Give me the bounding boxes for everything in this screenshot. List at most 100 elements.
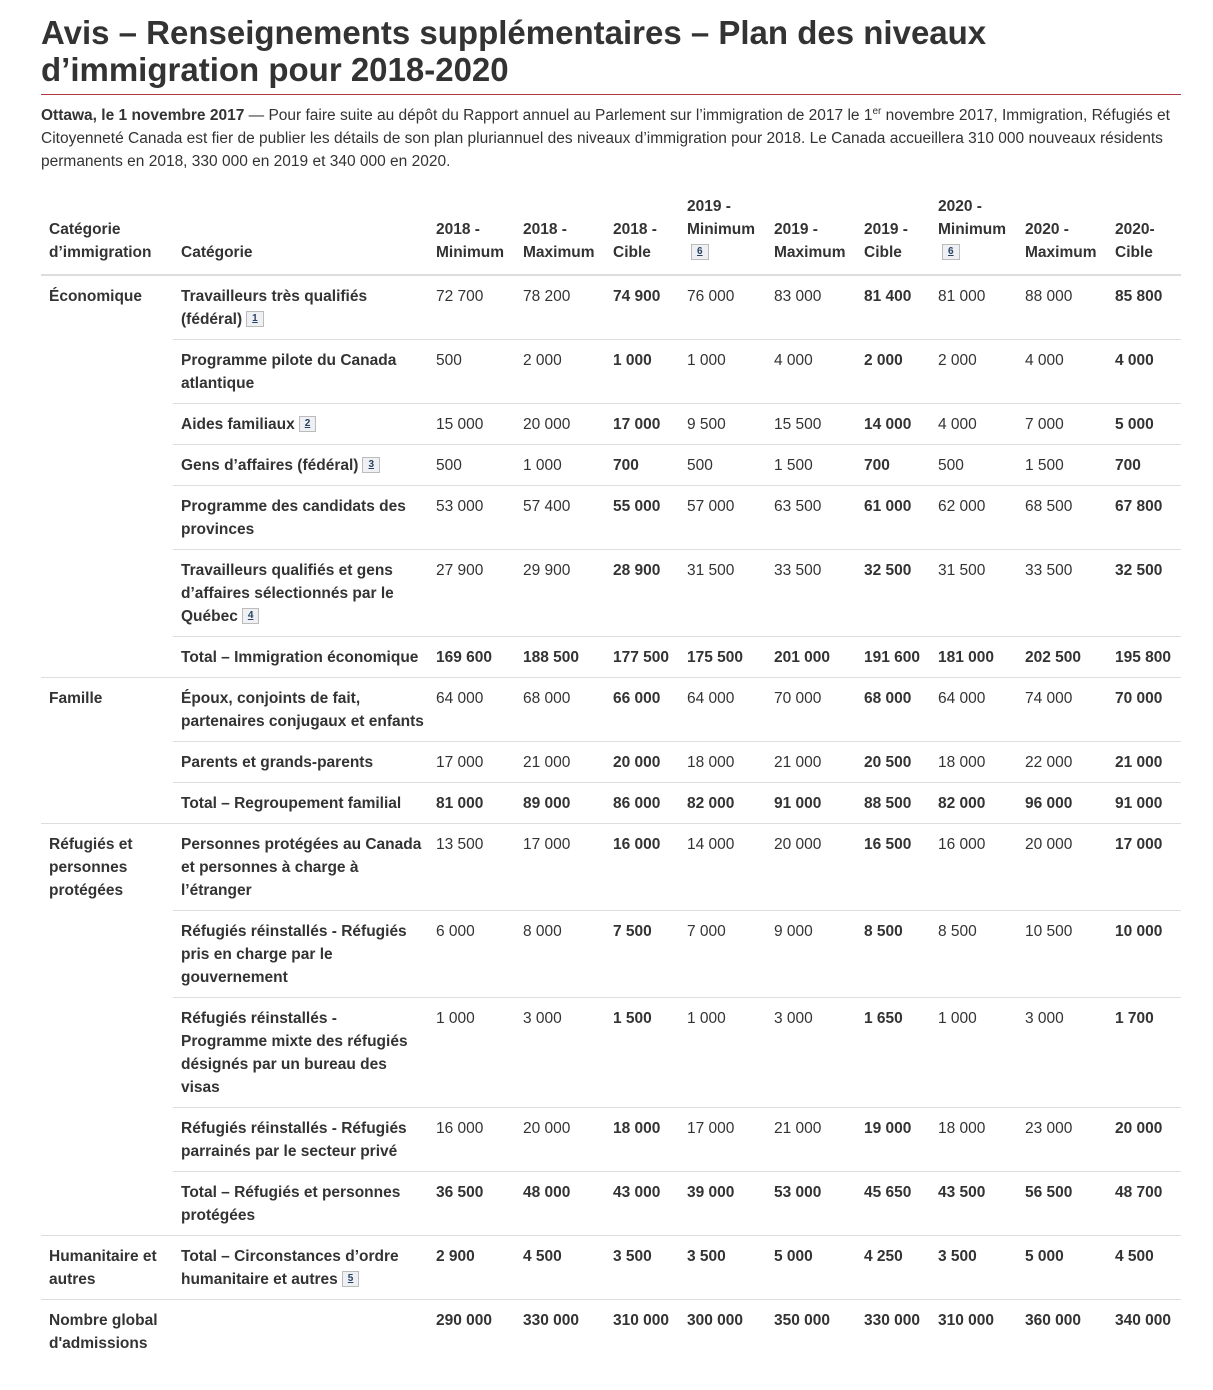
table-row: Total – Immigration économique 169 600 188… [41, 636, 1181, 678]
value-cell: 29 900 [523, 562, 571, 579]
value-cell: 61 000 [864, 498, 912, 515]
header-category: Catégorie [181, 244, 253, 261]
value-cell: 66 000 [613, 690, 661, 707]
row-category-label [173, 1300, 428, 1364]
intro-paragraph: Ottawa, le 1 novembre 2017 — Pour faire … [41, 104, 1181, 173]
value-cell: 20 500 [864, 754, 912, 771]
footnote-2-link[interactable]: 2 [298, 416, 317, 432]
value-cell: 21 000 [1115, 754, 1163, 771]
row-category-label: Travailleurs très qualifiés (fédéral) 1 [173, 275, 428, 340]
value-cell: 88 000 [1025, 288, 1073, 305]
value-cell: 1 700 [1115, 1010, 1154, 1027]
row-category-label: Programme des candidats des provinces [173, 486, 428, 550]
row-category-label: Réfugiés réinstallés - Programme mixte d… [173, 998, 428, 1108]
value-cell: 19 000 [864, 1120, 912, 1137]
value-cell: 20 000 [1025, 836, 1073, 853]
value-cell: 310 000 [938, 1312, 995, 1329]
value-cell: 500 [687, 457, 713, 474]
footnote-6-link[interactable]: 6 [691, 244, 709, 260]
value-cell: 56 500 [1025, 1184, 1073, 1201]
value-cell: 5 000 [774, 1248, 813, 1265]
row-category-label: Époux, conjoints de fait, partenaires co… [173, 678, 428, 742]
value-cell: 81 400 [864, 288, 912, 305]
value-cell: 20 000 [523, 416, 571, 433]
value-cell: 7 500 [613, 923, 652, 940]
row-category-text: Total – Regroupement familial [181, 795, 402, 812]
value-cell: 2 900 [436, 1248, 475, 1265]
value-cell: 16 000 [436, 1120, 484, 1137]
footnote-4-link[interactable]: 4 [241, 608, 260, 624]
value-cell: 31 500 [687, 562, 735, 579]
value-cell: 21 000 [523, 754, 571, 771]
value-cell: 89 000 [523, 795, 571, 812]
intro-dateline: Ottawa, le 1 novembre 2017 [41, 107, 245, 124]
table-row: Humanitaire et autres Total – Circonstanc… [41, 1235, 1181, 1300]
value-cell: 1 000 [687, 1010, 726, 1027]
intro-text-after: novembre 2017, Immigration, Réfugiés et … [41, 107, 1170, 170]
row-category-text: Travailleurs très qualifiés (fédéral) [181, 288, 368, 328]
row-category-label: Personnes protégées au Canada et personn… [173, 824, 428, 911]
value-cell: 500 [938, 457, 964, 474]
value-cell: 64 000 [938, 690, 986, 707]
row-category-label: Parents et grands-parents [173, 742, 428, 783]
row-category-text: Parents et grands-parents [181, 754, 374, 771]
value-cell: 181 000 [938, 649, 995, 666]
value-cell: 21 000 [774, 1120, 822, 1137]
value-cell: 17 000 [523, 836, 571, 853]
value-cell: 4 250 [864, 1248, 903, 1265]
group-humanitarian: Humanitaire et autres [49, 1248, 157, 1288]
value-cell: 195 800 [1115, 649, 1172, 666]
value-cell: 4 500 [523, 1248, 562, 1265]
value-cell: 310 000 [613, 1312, 670, 1329]
value-cell: 33 500 [1025, 562, 1073, 579]
value-cell: 3 500 [687, 1248, 726, 1265]
value-cell: 33 500 [774, 562, 822, 579]
value-cell: 6 000 [436, 923, 475, 940]
header-immigration-category: Catégorie d’immigration [49, 221, 152, 261]
value-cell: 17 000 [687, 1120, 735, 1137]
header-2018-target: 2018 - Cible [613, 221, 657, 261]
value-cell: 78 200 [523, 288, 571, 305]
value-cell: 4 000 [1025, 352, 1064, 369]
value-cell: 8 500 [938, 923, 977, 940]
value-cell: 67 800 [1115, 498, 1163, 515]
value-cell: 1 500 [613, 1010, 652, 1027]
value-cell: 8 000 [523, 923, 562, 940]
value-cell: 76 000 [687, 288, 735, 305]
row-category-text: Programme pilote du Canada atlantique [181, 352, 397, 392]
value-cell: 700 [613, 457, 639, 474]
value-cell: 500 [436, 457, 462, 474]
table-row: Travailleurs qualifiés et gens d’affaire… [41, 549, 1181, 637]
value-cell: 32 500 [1115, 562, 1163, 579]
value-cell: 16 000 [613, 836, 661, 853]
table-row: Programme des candidats des provinces 53 … [41, 485, 1181, 550]
row-category-label: Réfugiés réinstallés - Réfugiés parrainé… [173, 1108, 428, 1172]
table-row: Famille Époux, conjoints de fait, partena… [41, 677, 1181, 742]
footnote-3-link[interactable]: 3 [362, 457, 381, 473]
value-cell: 18 000 [613, 1120, 661, 1137]
table-row: Nombre global d'admissions 290 000 330 000… [41, 1299, 1181, 1364]
intro-superscript: er [872, 105, 882, 117]
value-cell: 31 500 [938, 562, 986, 579]
value-cell: 91 000 [774, 795, 822, 812]
value-cell: 4 000 [938, 416, 977, 433]
footnote-1-link[interactable]: 1 [246, 311, 264, 327]
value-cell: 85 800 [1115, 288, 1163, 305]
value-cell: 82 000 [938, 795, 986, 812]
value-cell: 17 000 [613, 416, 661, 433]
header-2020-target: 2020- Cible [1115, 221, 1155, 261]
value-cell: 91 000 [1115, 795, 1163, 812]
table-row: Total – Réfugiés et personnes protégées 3… [41, 1171, 1181, 1236]
value-cell: 53 000 [436, 498, 484, 515]
value-cell: 330 000 [523, 1312, 580, 1329]
value-cell: 57 000 [687, 498, 735, 515]
footnote-5-link[interactable]: 5 [341, 1271, 360, 1287]
value-cell: 15 000 [436, 416, 484, 433]
value-cell: 86 000 [613, 795, 661, 812]
value-cell: 2 000 [938, 352, 977, 369]
footnote-6-link[interactable]: 6 [942, 244, 960, 260]
value-cell: 22 000 [1025, 754, 1073, 771]
value-cell: 68 000 [864, 690, 912, 707]
value-cell: 83 000 [774, 288, 822, 305]
row-category-label: Travailleurs qualifiés et gens d’affaire… [173, 550, 428, 637]
